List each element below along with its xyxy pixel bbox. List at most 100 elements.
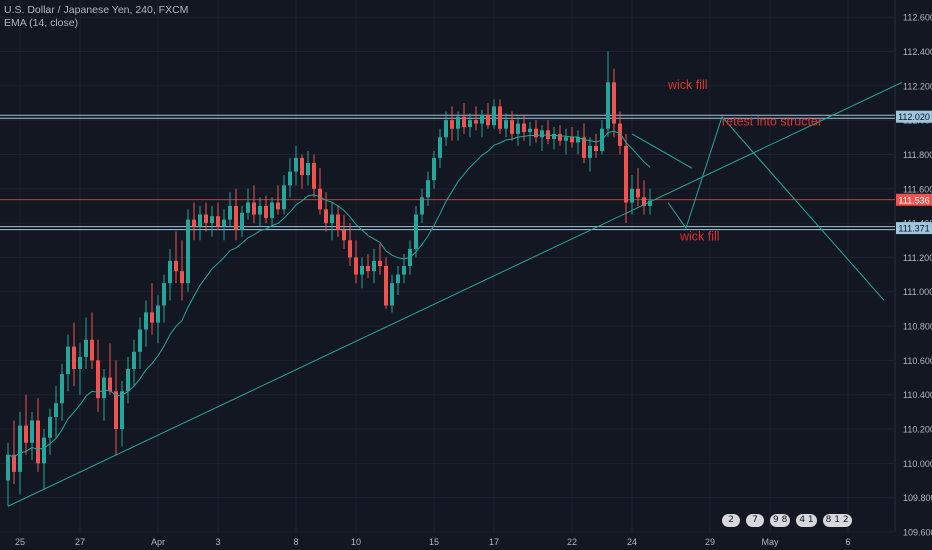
candle-body bbox=[246, 202, 250, 213]
price-label-tag bbox=[896, 193, 932, 206]
ema-line bbox=[7, 130, 651, 458]
candle-body bbox=[6, 454, 10, 481]
projection-path[interactable] bbox=[631, 133, 693, 169]
candle-body bbox=[588, 145, 592, 158]
candle-body bbox=[450, 120, 454, 129]
candle-body bbox=[516, 123, 520, 134]
y-tick-label: 112.400 bbox=[903, 47, 932, 57]
candle-body bbox=[594, 145, 598, 152]
candle-body bbox=[312, 163, 316, 189]
candle-body bbox=[366, 266, 370, 272]
candle-body bbox=[546, 130, 550, 140]
candle-body bbox=[582, 137, 586, 158]
y-tick-label: 112.600 bbox=[903, 13, 932, 23]
candle-body bbox=[96, 360, 100, 399]
candle-body bbox=[642, 197, 646, 206]
candle-body bbox=[426, 180, 430, 198]
candle-body bbox=[216, 216, 220, 227]
x-tick-label: 17 bbox=[489, 537, 499, 547]
y-tick-label: 111.600 bbox=[903, 184, 932, 194]
candle-body bbox=[60, 374, 64, 404]
candle-body bbox=[384, 266, 388, 306]
price-label-tag bbox=[896, 110, 932, 123]
candle-body bbox=[72, 346, 76, 369]
candle-body bbox=[102, 377, 106, 399]
x-tick-label: 25 bbox=[15, 537, 25, 547]
candle-body bbox=[174, 260, 178, 272]
candle-body bbox=[342, 229, 346, 241]
candle-body bbox=[498, 106, 502, 129]
y-tick-label: 109.800 bbox=[903, 493, 932, 503]
candle-body bbox=[402, 266, 406, 275]
candle-body bbox=[258, 205, 262, 215]
candle-body bbox=[270, 202, 274, 218]
annotation-text: retest into structer bbox=[722, 114, 822, 128]
candle-body bbox=[612, 82, 616, 124]
candle-body bbox=[282, 185, 286, 210]
candle-body bbox=[576, 137, 580, 143]
candle-body bbox=[42, 437, 46, 464]
trendline[interactable] bbox=[7, 81, 903, 507]
candle-body bbox=[48, 417, 52, 438]
x-tick-label: 6 bbox=[845, 537, 850, 547]
candle-body bbox=[456, 116, 460, 129]
candle-body bbox=[114, 391, 118, 430]
candle-body bbox=[606, 82, 610, 129]
x-tick-label: May bbox=[761, 537, 779, 547]
candle-body bbox=[306, 163, 310, 176]
event-badge[interactable]: 8 1 2 bbox=[822, 514, 852, 527]
event-badge[interactable]: 7 bbox=[746, 514, 764, 527]
candle-body bbox=[522, 123, 526, 133]
candle-body bbox=[324, 209, 328, 224]
candle-body bbox=[150, 312, 154, 323]
y-tick-label: 110.400 bbox=[903, 390, 932, 400]
y-tick-label: 111.800 bbox=[903, 150, 932, 160]
candle-body bbox=[504, 120, 508, 129]
candle-body bbox=[162, 283, 166, 306]
candle-body bbox=[156, 305, 160, 323]
candle-body bbox=[510, 120, 514, 134]
event-badge[interactable]: 4 1 bbox=[796, 514, 817, 527]
event-badge[interactable]: 9 8 bbox=[770, 514, 791, 527]
candle-body bbox=[540, 130, 544, 138]
candle-body bbox=[432, 157, 436, 181]
price-axis-area bbox=[895, 0, 932, 550]
candle-body bbox=[54, 403, 58, 418]
y-tick-label: 110.600 bbox=[903, 356, 932, 366]
y-tick-label: 111.000 bbox=[903, 287, 932, 297]
candle-body bbox=[36, 420, 40, 464]
candle-body bbox=[480, 114, 484, 124]
candle-body bbox=[204, 214, 208, 224]
candle-body bbox=[198, 214, 202, 227]
candle-body bbox=[90, 339, 94, 361]
candle-body bbox=[330, 214, 334, 224]
candle-body bbox=[288, 171, 292, 186]
annotation-text: wick fill bbox=[667, 78, 708, 92]
x-tick-label: 24 bbox=[627, 537, 637, 547]
y-tick-label: 110.800 bbox=[903, 322, 932, 332]
candle-body bbox=[552, 133, 556, 140]
candle-body bbox=[438, 137, 442, 158]
candle-body bbox=[390, 283, 394, 306]
candle-body bbox=[348, 240, 352, 258]
price-label-text: 111.536 bbox=[898, 195, 929, 205]
candle-body bbox=[618, 123, 622, 146]
event-badge[interactable]: 2 bbox=[722, 514, 740, 527]
candle-body bbox=[534, 128, 538, 138]
x-tick-label: 27 bbox=[75, 537, 85, 547]
candle-body bbox=[240, 212, 244, 230]
x-tick-label: 15 bbox=[429, 537, 439, 547]
candle-body bbox=[636, 188, 640, 198]
candle-body bbox=[222, 219, 226, 227]
candle-body bbox=[420, 197, 424, 215]
candle-body bbox=[192, 219, 196, 227]
candle-body bbox=[414, 214, 418, 249]
candle-body bbox=[492, 106, 496, 126]
x-tick-label: 29 bbox=[705, 537, 715, 547]
candle-body bbox=[528, 128, 532, 133]
candle-body bbox=[462, 116, 466, 127]
candle-body bbox=[66, 346, 70, 375]
projection-path[interactable] bbox=[667, 115, 885, 301]
